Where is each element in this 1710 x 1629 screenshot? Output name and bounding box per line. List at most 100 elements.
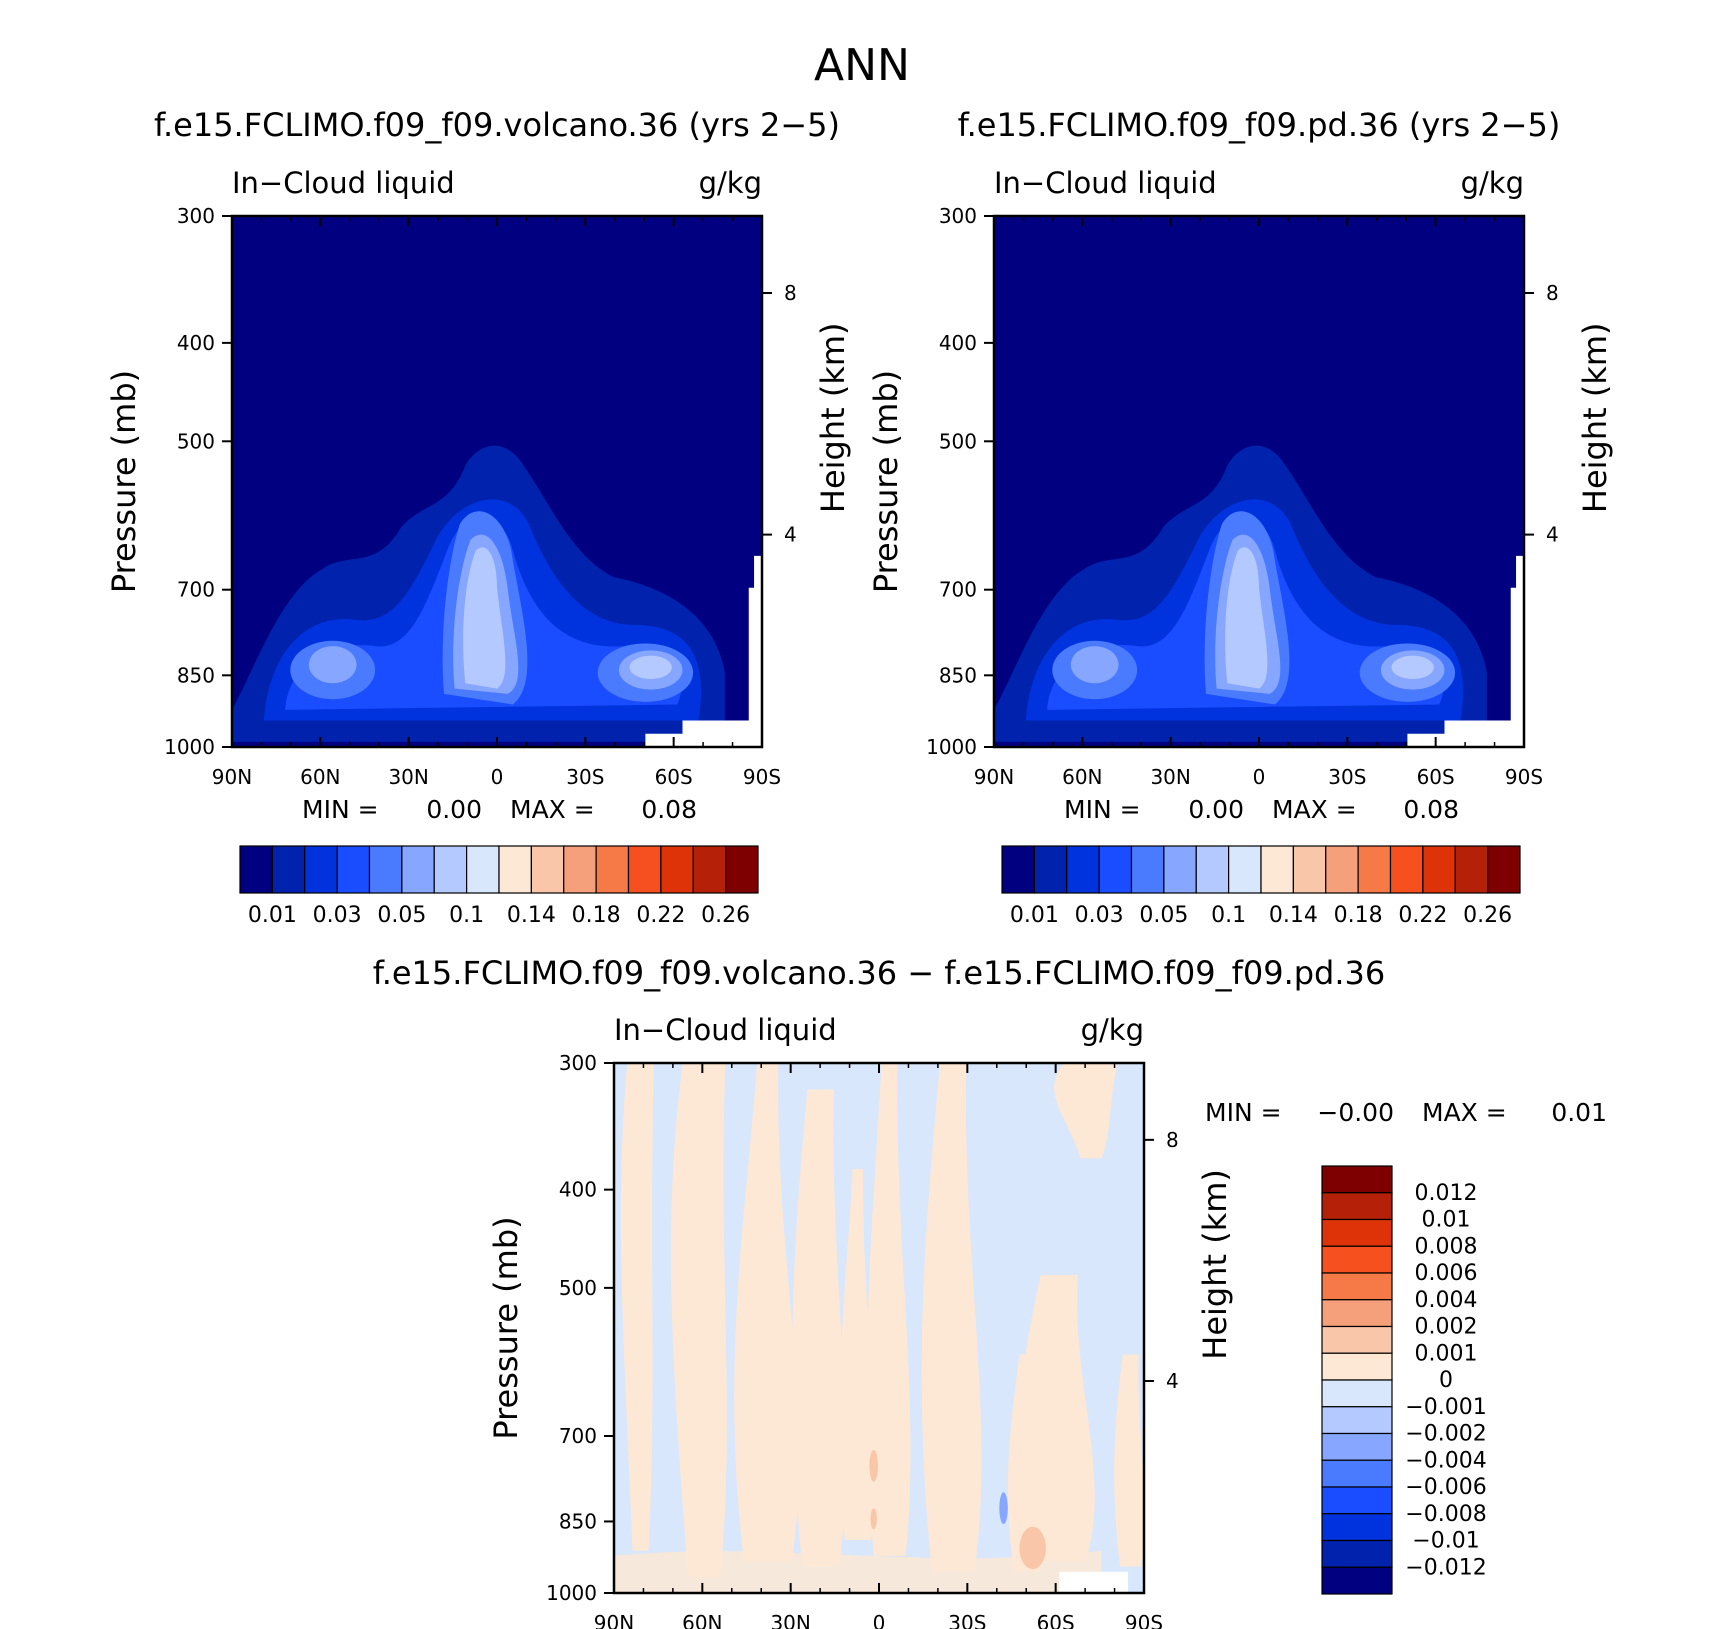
colorbar-swatch (1066, 845, 1100, 894)
x-tick-label: 60N (682, 1611, 722, 1629)
min-value: 0.00 (426, 795, 482, 824)
colorbar-swatch (1422, 845, 1456, 894)
contour-blob-0.05 (308, 646, 357, 684)
subtitle-left: In−Cloud liquid (614, 1013, 837, 1047)
missing-data-region (645, 555, 762, 747)
contour-blob-0.001 (869, 1449, 878, 1482)
colorbar-swatch (1321, 1459, 1393, 1488)
colorbar-swatch (1454, 845, 1489, 894)
x-tick-label: 30N (770, 1611, 810, 1629)
colorbar-swatch (1321, 1218, 1393, 1247)
y-tick-label: 700 (939, 578, 977, 602)
panel-pd: f.e15.FCLIMO.f09_f09.pd.36 (yrs 2−5) In−C… (867, 106, 1614, 928)
x-tick-label: 90S (743, 765, 781, 789)
contour-blob-0.001 (1019, 1526, 1046, 1570)
contour-blob-negative (999, 1492, 1008, 1525)
y-tick-label: 300 (559, 1051, 597, 1075)
colorbar-swatch (1321, 1486, 1393, 1515)
colorbar-swatch (1195, 845, 1230, 894)
colorbar-label: 0.14 (507, 903, 556, 928)
colorbar-swatch (1321, 1566, 1393, 1595)
colorbar-label: −0.002 (1405, 1422, 1486, 1447)
contour-blob-0.001 (870, 1508, 877, 1530)
colorbar-label: −0.012 (1405, 1555, 1486, 1580)
min-label: MIN = (1205, 1098, 1282, 1127)
contour-positive-streak (921, 1063, 982, 1572)
right-tick-label: 8 (1166, 1128, 1179, 1152)
y-tick-label: 850 (177, 663, 215, 687)
x-tick-label: 90N (212, 765, 252, 789)
y-axis-label: Pressure (mb) (487, 1216, 525, 1439)
colorbar-label: 0.22 (636, 903, 685, 928)
y-tick-label: 400 (559, 1178, 597, 1202)
contour-positive-streak (866, 1063, 911, 1556)
colorbar-label: 0.22 (1398, 903, 1447, 928)
y-tick-label: 1000 (164, 735, 215, 759)
contour-field (232, 216, 762, 747)
colorbar: 0.0120.010.0080.0060.0040.0020.0010−0.00… (1321, 1165, 1487, 1595)
colorbar-swatch (1357, 845, 1392, 894)
colorbar-label: 0.01 (248, 903, 297, 928)
colorbar-label: 0.03 (313, 903, 362, 928)
colorbar-swatch (563, 845, 597, 894)
x-tick-label: 0 (491, 765, 504, 789)
y-tick-label: 300 (177, 204, 215, 228)
contour-positive-streak (1114, 1354, 1144, 1567)
x-tick-label: 60S (1417, 765, 1455, 789)
contour-level-0.07 (463, 547, 506, 689)
colorbar-swatch (239, 845, 273, 894)
colorbar-swatch (1321, 1272, 1393, 1301)
x-tick-label: 60N (300, 765, 340, 789)
panel-volcano: f.e15.FCLIMO.f09_f09.volcano.36 (yrs 2−5… (105, 106, 852, 928)
colorbar-swatch (401, 845, 435, 894)
colorbar-swatch (1321, 1513, 1393, 1542)
y-axis-label: Pressure (mb) (867, 370, 905, 593)
colorbar-label: −0.01 (1412, 1529, 1479, 1554)
y-tick-label: 850 (939, 663, 977, 687)
contour-blob-0.07 (629, 655, 672, 680)
colorbar-swatch (1292, 845, 1327, 894)
colorbar-swatch (1033, 845, 1068, 894)
colorbar-swatch (1260, 845, 1294, 894)
colorbar-label: 0.26 (701, 903, 750, 928)
colorbar-label: 0.001 (1415, 1341, 1478, 1366)
colorbar-swatch (304, 845, 338, 894)
colorbar-swatch (1130, 845, 1165, 894)
max-value: 0.01 (1551, 1098, 1607, 1127)
colorbar-label: 0.006 (1415, 1261, 1478, 1286)
colorbar-swatch (627, 845, 662, 894)
colorbar-swatch (530, 845, 565, 894)
colorbar-swatch (1228, 845, 1262, 894)
right-axis-label: Height (km) (814, 322, 852, 513)
contour-positive-streak (620, 1063, 654, 1551)
contour-positive-streak (1018, 1275, 1095, 1562)
right-tick-label: 8 (784, 281, 797, 305)
contour-positive-streak (792, 1089, 846, 1567)
colorbar-swatch (1163, 845, 1197, 894)
min-label: MIN = (1064, 795, 1141, 824)
colorbar-swatch (368, 845, 403, 894)
colorbar: 0.01 0.03 0.05 0.1 0.14 0.18 0.22 0.26 (239, 845, 759, 928)
contour-level-0.07 (1225, 547, 1268, 689)
colorbar-label: 0.05 (1139, 903, 1188, 928)
colorbar-label: 0.1 (1211, 903, 1246, 928)
colorbar-swatch (1321, 1165, 1393, 1194)
colorbar-label: 0.18 (572, 903, 621, 928)
x-tick-label: 90N (594, 1611, 634, 1629)
colorbar-label: 0.26 (1463, 903, 1512, 928)
right-tick-label: 4 (1546, 523, 1559, 547)
right-axis-label: Height (km) (1576, 322, 1614, 513)
colorbar-label: 0.004 (1415, 1288, 1478, 1313)
y-tick-label: 300 (939, 204, 977, 228)
colorbar-swatch (1321, 1379, 1393, 1408)
max-value: 0.08 (1403, 795, 1459, 824)
colorbar-swatch (1325, 845, 1359, 894)
panel-title: f.e15.FCLIMO.f09_f09.volcano.36 (yrs 2−5… (154, 106, 840, 144)
page-title: ANN (814, 40, 910, 91)
colorbar-label: 0.01 (1010, 903, 1059, 928)
x-tick-label: 30S (1328, 765, 1366, 789)
colorbar-swatch (1487, 845, 1521, 894)
colorbar-label: 0.03 (1075, 903, 1124, 928)
colorbar-swatch (336, 845, 371, 894)
subtitle-left: In−Cloud liquid (232, 166, 455, 200)
